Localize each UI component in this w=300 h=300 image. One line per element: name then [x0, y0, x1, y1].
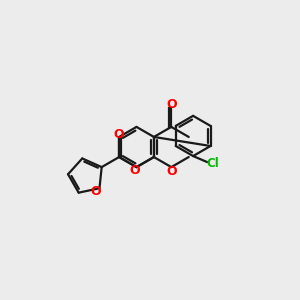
Text: O: O: [166, 98, 177, 111]
Text: O: O: [90, 185, 101, 198]
Text: O: O: [130, 164, 140, 177]
Text: Cl: Cl: [206, 158, 219, 170]
Text: O: O: [114, 128, 124, 141]
Text: O: O: [167, 165, 177, 178]
